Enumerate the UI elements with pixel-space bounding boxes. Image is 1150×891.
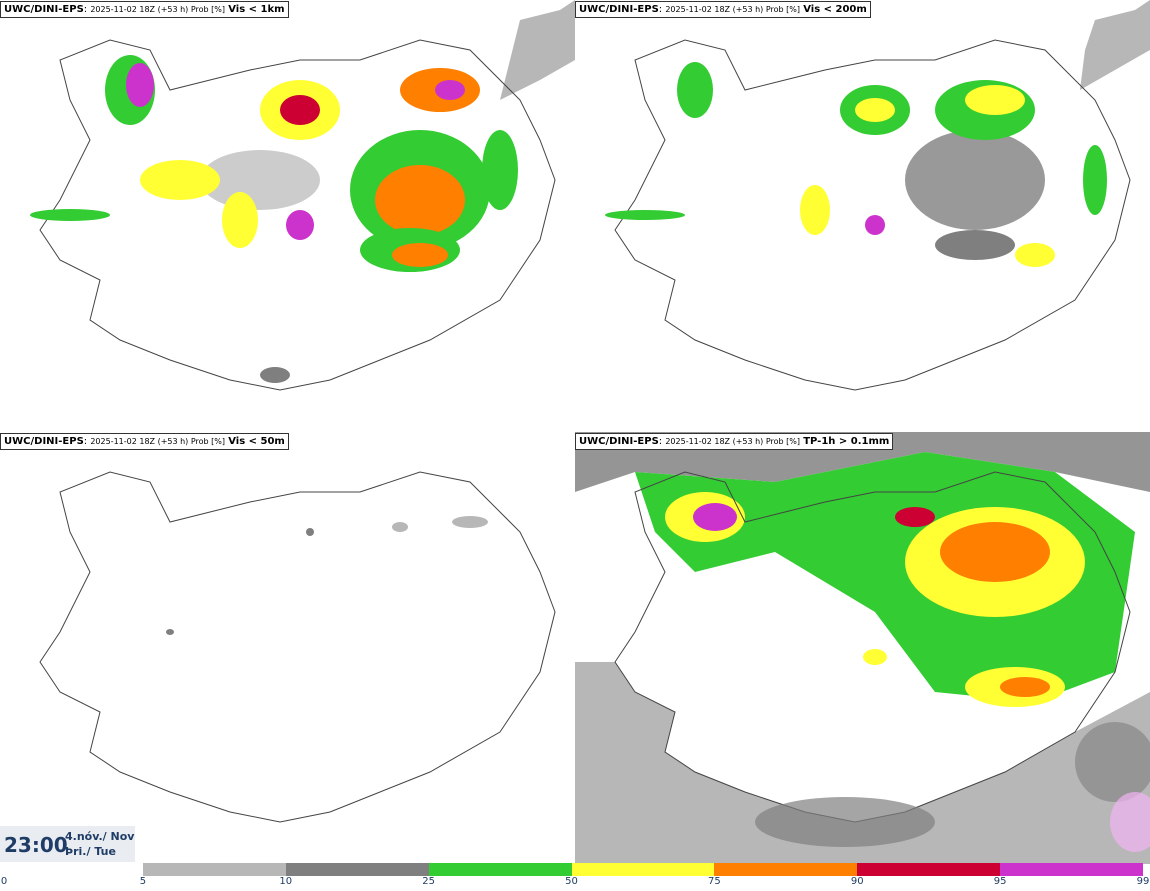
- map-vis-200m: [605, 0, 1150, 391]
- colorbar-tick-label: 10: [279, 876, 293, 887]
- colorbar-segment: [428, 863, 572, 876]
- colorbar-tick-label: 25: [422, 876, 435, 887]
- colorbar-segment: [1000, 863, 1143, 876]
- run-info: 2025-11-02 18Z (+53 h) Prob [%]: [665, 437, 801, 446]
- panel-title: UWC/DINI-EPS: 2025-11-02 18Z (+53 h) Pro…: [0, 433, 289, 450]
- run-info: 2025-11-02 18Z (+53 h) Prob [%]: [90, 437, 226, 446]
- colorbar-segment: [142, 863, 286, 876]
- colorbar-tick-label: 75: [708, 876, 721, 887]
- colorbar-tick-label: 95: [993, 876, 1007, 887]
- colorbar-tick-label: 99: [1136, 876, 1150, 887]
- model-name: UWC/DINI-EPS: [4, 436, 84, 447]
- model-name: UWC/DINI-EPS: [579, 4, 659, 15]
- colorbar-segment: [571, 863, 715, 876]
- valid-date: 4.nóv./ Nov: [65, 830, 135, 843]
- panel-title: UWC/DINI-EPS: 2025-11-02 18Z (+53 h) Pro…: [575, 433, 894, 450]
- map-vis-1km: [30, 0, 575, 391]
- panel-title: UWC/DINI-EPS: 2025-11-02 18Z (+53 h) Pro…: [575, 1, 871, 18]
- variable-name: Vis < 50m: [228, 436, 285, 447]
- colorbar-tick-label: 50: [565, 876, 578, 887]
- map-panel-vis-50m: UWC/DINI-EPS: 2025-11-02 18Z (+53 h) Pro…: [0, 432, 575, 864]
- variable-name: TP-1h > 0.1mm: [803, 436, 890, 447]
- colorbar-segment: [0, 863, 143, 876]
- map-panel-tp-1h: UWC/DINI-EPS: 2025-11-02 18Z (+53 h) Pro…: [575, 432, 1150, 864]
- model-name: UWC/DINI-EPS: [4, 4, 84, 15]
- variable-name: Vis < 200m: [803, 4, 867, 15]
- colorbar-segment: [714, 863, 858, 876]
- map-vis-50m: [39, 471, 556, 823]
- model-name: UWC/DINI-EPS: [579, 436, 659, 447]
- timestamp-box: 23:00 4.nóv./ Nov Þri./ Tue: [0, 826, 135, 862]
- colorbar-legend: 0 5 10 25 50 75 90 95 99: [0, 863, 1150, 891]
- colorbar-segment: [285, 863, 429, 876]
- variable-name: Vis < 1km: [228, 4, 285, 15]
- map-panel-vis-1km: UWC/DINI-EPS: 2025-11-02 18Z (+53 h) Pro…: [0, 0, 575, 432]
- colorbar-tick-label: 0: [0, 876, 8, 887]
- map-tp-1h: [575, 432, 1150, 864]
- colorbar-segment: [857, 863, 1001, 876]
- panel-title: UWC/DINI-EPS: 2025-11-02 18Z (+53 h) Pro…: [0, 1, 289, 18]
- valid-weekday: Þri./ Tue: [65, 845, 116, 858]
- colorbar-tick-label: 5: [139, 876, 147, 887]
- valid-time: 23:00: [4, 833, 68, 857]
- run-info: 2025-11-02 18Z (+53 h) Prob [%]: [90, 5, 226, 14]
- run-info: 2025-11-02 18Z (+53 h) Prob [%]: [665, 5, 801, 14]
- colorbar-tick-label: 90: [850, 876, 864, 887]
- map-panel-vis-200m: UWC/DINI-EPS: 2025-11-02 18Z (+53 h) Pro…: [575, 0, 1150, 432]
